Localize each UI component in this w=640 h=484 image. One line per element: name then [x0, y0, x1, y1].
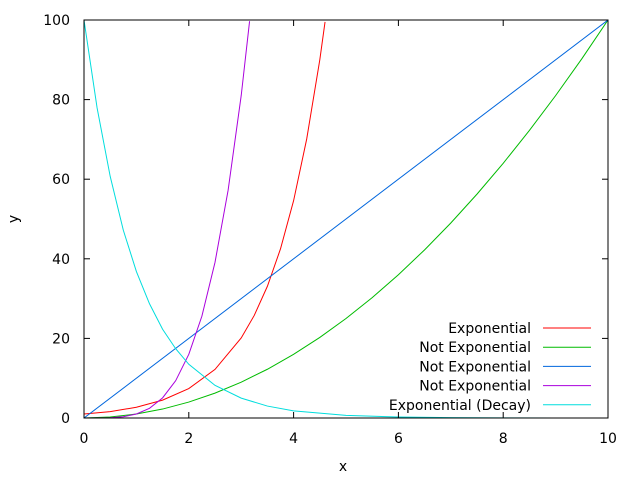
- x-tick-label: 10: [599, 431, 617, 447]
- x-tick-label: 4: [289, 431, 298, 447]
- x-tick-label: 8: [499, 431, 508, 447]
- series-line-4: [84, 21, 251, 418]
- legend-label: Not Exponential: [419, 340, 531, 356]
- x-axis-label: x: [339, 459, 347, 475]
- legend: Exponential Not Exponential Not Exponentia…: [389, 321, 591, 414]
- y-tick-label: 100: [43, 13, 70, 29]
- series-line-2: [84, 20, 608, 418]
- y-tick-label: 40: [52, 252, 70, 268]
- y-axis-label: y: [6, 215, 22, 223]
- legend-label: Exponential (Decay): [389, 398, 531, 414]
- y-tick-label: 0: [61, 411, 70, 427]
- x-tick-label: 2: [184, 431, 193, 447]
- plot-frame: [83, 19, 609, 419]
- y-tick-label: 20: [52, 331, 70, 347]
- series-line-1: [84, 21, 326, 415]
- series-layer: [84, 20, 608, 418]
- series-line-3: [84, 20, 608, 418]
- x-tick-label: 0: [80, 431, 89, 447]
- y-tick-label: 80: [52, 93, 70, 109]
- y-tick-label: 60: [52, 172, 70, 188]
- legend-label: Not Exponential: [419, 359, 531, 375]
- x-tick-label: 6: [394, 431, 403, 447]
- legend-label: Not Exponential: [419, 379, 531, 395]
- legend-label: Exponential: [448, 321, 531, 337]
